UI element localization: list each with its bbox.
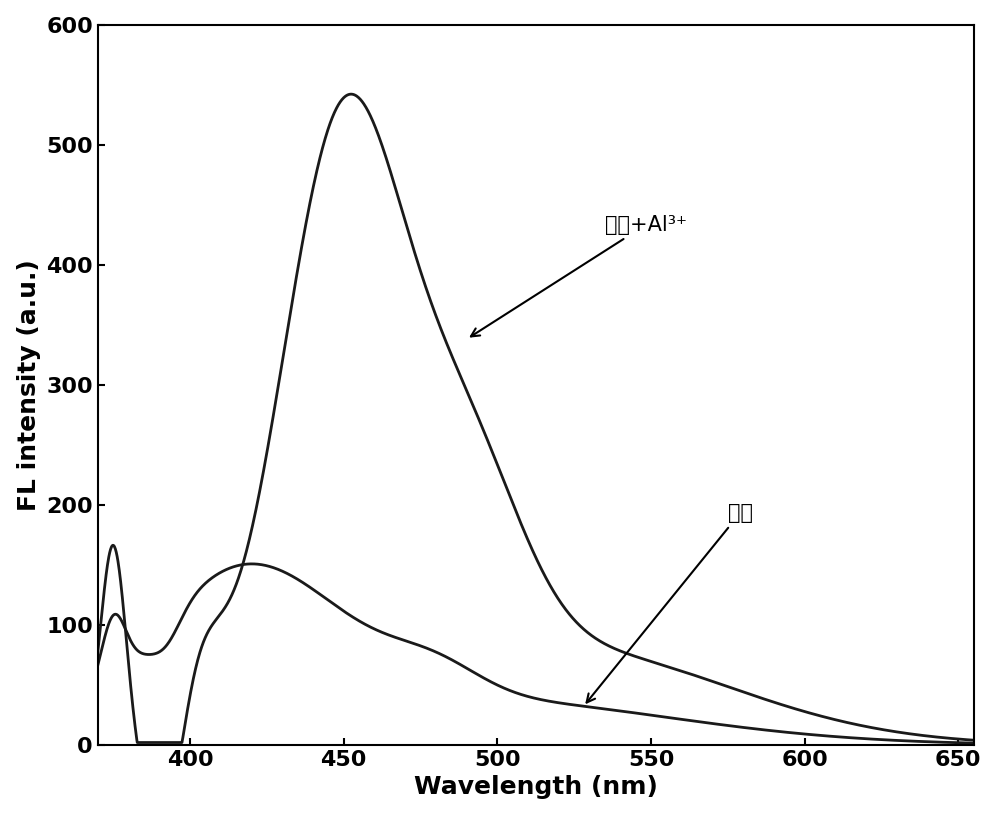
X-axis label: Wavelength (nm): Wavelength (nm) (414, 775, 658, 800)
Text: 探针+Al³⁺: 探针+Al³⁺ (471, 215, 687, 336)
Y-axis label: FL intensity (a.u.): FL intensity (a.u.) (17, 259, 41, 511)
Text: 探针: 探针 (587, 503, 753, 703)
